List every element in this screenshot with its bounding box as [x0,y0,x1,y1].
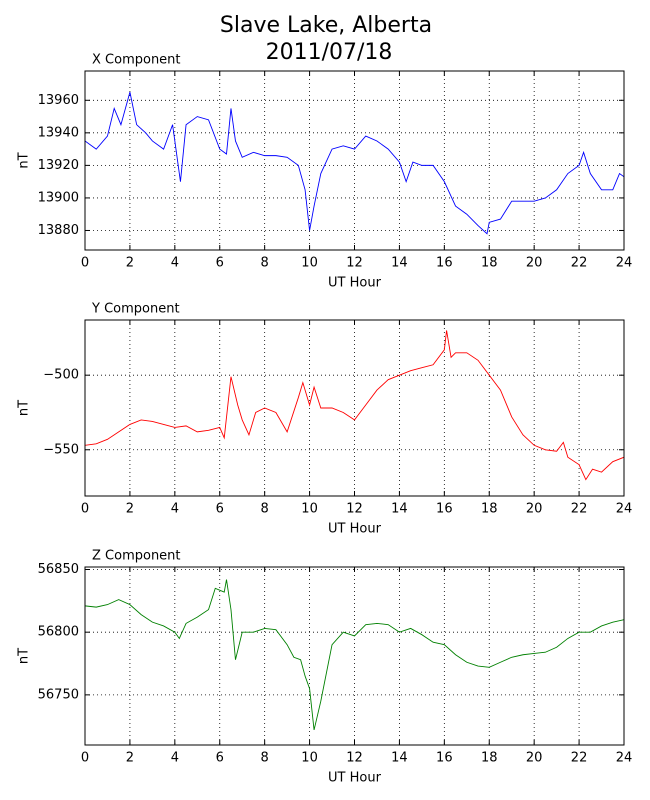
x-tick-label: 18 [481,502,498,517]
x-tick-label: 2 [126,502,134,517]
x-tick-label: 16 [436,502,453,517]
subplot-title: Z Component [92,549,181,564]
figure-title: Slave Lake, Alberta [220,13,432,38]
x-tick-label: 12 [346,256,363,271]
x-tick-label: 24 [616,502,633,517]
x-tick-label: 8 [261,256,269,271]
y-axis-label: nT [17,152,32,168]
x-tick-label: 12 [346,751,363,766]
x-tick-label: 24 [616,256,633,271]
y-tick-label: 13900 [38,190,79,205]
x-tick-label: 2 [126,751,134,766]
x-tick-label: 20 [526,502,543,517]
figure-subtitle: 2011/07/18 [266,40,393,65]
x-tick-label: 0 [81,751,89,766]
y-tick-label: 56850 [38,562,79,577]
x-tick-label: 4 [171,256,179,271]
x-tick-label: 0 [81,256,89,271]
y-tick-label: 13940 [38,125,79,140]
y-tick-label: −500 [43,368,79,383]
x-tick-label: 2 [126,256,134,271]
x-tick-label: 14 [391,502,408,517]
x-tick-label: 6 [216,751,224,766]
plot-frame [84,70,625,251]
subplot-title: Y Component [91,302,180,317]
x-tick-label: 20 [526,256,543,271]
y-axis-label: nT [17,648,32,664]
x-tick-label: 14 [391,256,408,271]
x-tick-label: 22 [571,751,588,766]
y-tick-label: 13960 [38,93,79,108]
x-tick-label: 16 [436,256,453,271]
x-tick-label: 20 [526,751,543,766]
y-tick-label: 56800 [38,625,79,640]
x-tick-label: 14 [391,751,408,766]
data-line [85,579,624,731]
subplot-title: X Component [92,53,181,68]
y-tick-label: 13880 [38,223,79,238]
x-tick-label: 8 [261,502,269,517]
x-tick-label: 6 [216,502,224,517]
x-tick-label: 0 [81,502,89,517]
plot-frame [84,319,625,497]
x-tick-label: 10 [301,256,318,271]
x-tick-label: 18 [481,751,498,766]
x-tick-label: 6 [216,256,224,271]
x-tick-label: 22 [571,502,588,517]
x-tick-label: 16 [436,751,453,766]
x-tick-label: 18 [481,256,498,271]
x-tick-label: 10 [301,502,318,517]
x-axis-label: UT Hour [328,522,382,537]
data-line [85,92,624,235]
x-tick-label: 12 [346,502,363,517]
y-tick-label: 56750 [38,687,79,702]
x-tick-label: 22 [571,256,588,271]
plot-frame [84,566,625,746]
x-tick-label: 24 [616,751,633,766]
x-axis-label: UT Hour [328,276,382,291]
x-tick-label: 8 [261,751,269,766]
x-tick-label: 4 [171,502,179,517]
x-tick-label: 10 [301,751,318,766]
data-line [85,330,624,481]
y-tick-label: −550 [43,442,79,457]
y-axis-label: nT [17,400,32,416]
x-tick-label: 4 [171,751,179,766]
x-axis-label: UT Hour [328,771,382,786]
y-tick-label: 13920 [38,158,79,173]
